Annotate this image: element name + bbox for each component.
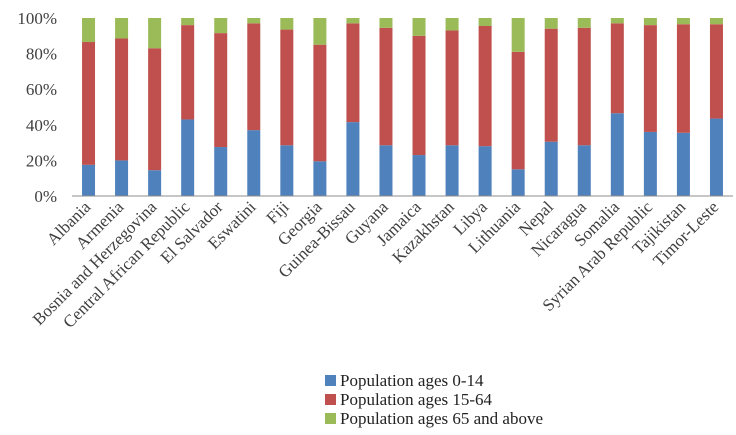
bar-segment: [610, 23, 624, 114]
bar-segment: [676, 24, 690, 133]
bar-segment: [280, 18, 294, 30]
bar-segment: [478, 18, 492, 27]
bar-segment: [478, 26, 492, 147]
y-tick-label: 80%: [26, 45, 57, 64]
bar-segment: [379, 18, 393, 28]
bar-segment: [610, 113, 624, 196]
y-tick-label: 20%: [26, 151, 57, 170]
bar-segment: [412, 18, 426, 36]
bar-segment: [544, 141, 558, 196]
bar-segment: [115, 160, 129, 196]
bar-segment: [214, 147, 228, 196]
bar-segment: [412, 155, 426, 196]
bar-segment: [313, 44, 327, 162]
bar-segment: [346, 18, 360, 24]
bar-segment: [214, 18, 228, 34]
y-tick-label: 60%: [26, 80, 57, 99]
bar-segment: [115, 18, 129, 39]
bar-segment: [148, 48, 162, 171]
bar-segment: [445, 18, 459, 31]
bar-segment: [676, 18, 690, 25]
legend-swatch: [325, 394, 336, 405]
bar-segment: [214, 33, 228, 148]
bar-segment: [643, 25, 657, 132]
bar-segment: [148, 18, 162, 49]
bar-segment: [676, 132, 690, 196]
bar-segment: [577, 18, 591, 28]
bar-segment: [247, 18, 261, 24]
bar-segment: [82, 164, 96, 196]
legend-label: Population ages 15-64: [340, 390, 493, 409]
bar-segment: [247, 23, 261, 131]
legend-swatch: [325, 413, 336, 424]
bar-segment: [181, 18, 195, 26]
legend-swatch: [325, 375, 336, 386]
bar-segment: [379, 145, 393, 196]
bars: [82, 18, 723, 196]
bar-segment: [115, 38, 129, 161]
bar-segment: [478, 146, 492, 196]
bar-segment: [346, 122, 360, 196]
bar-segment: [577, 27, 591, 146]
bar-segment: [412, 35, 426, 156]
legend-label: Population ages 65 and above: [340, 409, 543, 428]
legend-label: Population ages 0-14: [340, 371, 484, 390]
bar-segment: [280, 145, 294, 196]
bar-segment: [544, 28, 558, 142]
bar-segment: [643, 18, 657, 26]
bar-segment: [643, 131, 657, 196]
bar-segment: [181, 119, 195, 196]
bar-segment: [445, 145, 459, 196]
bar-segment: [577, 145, 591, 196]
y-tick-label: 40%: [26, 116, 57, 135]
bar-segment: [511, 51, 525, 170]
bar-segment: [445, 30, 459, 146]
bar-segment: [610, 18, 624, 24]
bar-segment: [709, 18, 723, 25]
bar-segment: [82, 42, 96, 165]
bar-segment: [313, 161, 327, 196]
y-tick-label: 0%: [34, 187, 57, 206]
bar-segment: [82, 18, 96, 43]
y-axis: 0% 20% 40% 60% 80% 100%: [17, 9, 57, 206]
bar-segment: [181, 25, 195, 120]
bar-segment: [313, 18, 327, 45]
bar-segment: [379, 27, 393, 146]
bar-segment: [709, 118, 723, 196]
bar-segment: [280, 29, 294, 146]
bar-segment: [247, 130, 261, 196]
bar-segment: [511, 169, 525, 196]
bar-segment: [511, 18, 525, 52]
bar-segment: [709, 24, 723, 119]
bar-segment: [544, 18, 558, 29]
bar-segment: [148, 170, 162, 196]
y-tick-label: 100%: [17, 9, 57, 28]
bar-segment: [346, 23, 360, 123]
